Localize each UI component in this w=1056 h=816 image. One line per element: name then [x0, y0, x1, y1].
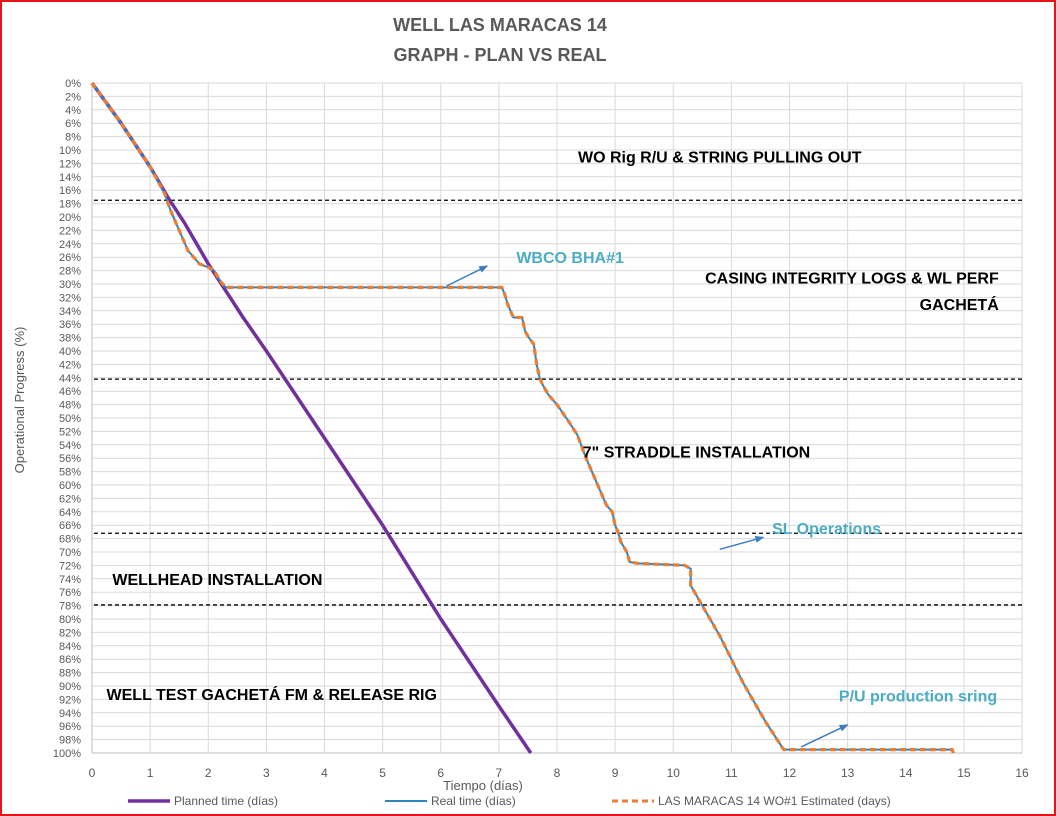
x-tick-label: 0	[89, 766, 96, 780]
y-tick-label: 16%	[59, 185, 81, 197]
x-tick-label: 12	[783, 766, 797, 780]
x-tick-label: 9	[612, 766, 619, 780]
y-tick-label: 40%	[59, 346, 81, 358]
y-tick-label: 72%	[59, 560, 81, 572]
y-tick-label: 58%	[59, 467, 81, 479]
y-tick-label: 70%	[59, 547, 81, 559]
y-tick-label: 64%	[59, 507, 81, 519]
y-tick-label: 36%	[59, 319, 81, 331]
y-tick-label: 6%	[65, 118, 81, 130]
y-tick-label: 18%	[59, 199, 81, 211]
y-tick-label: 20%	[59, 212, 81, 224]
chart-title-line-2: GRAPH - PLAN VS REAL	[393, 45, 606, 65]
y-tick-label: 98%	[59, 735, 81, 747]
y-tick-label: 100%	[53, 748, 81, 760]
y-tick-label: 26%	[59, 252, 81, 264]
y-tick-label: 46%	[59, 386, 81, 398]
callout-arrow	[800, 724, 849, 748]
x-tick-label: 13	[841, 766, 855, 780]
grid-lines	[91, 82, 1023, 754]
phase-dividers	[94, 199, 1022, 606]
y-tick-label: 84%	[59, 641, 81, 653]
x-tick-label: 16	[1015, 766, 1029, 780]
legend: Planned time (días) Real time (días) LAS M…	[128, 794, 891, 808]
y-tick-label: 96%	[59, 721, 81, 733]
phase-label: GACHETÁ	[920, 295, 1000, 314]
x-tick-label: 7	[496, 766, 503, 780]
y-tick-label: 90%	[59, 681, 81, 693]
series-line	[90, 82, 955, 754]
phase-label: WELLHEAD INSTALLATION	[112, 572, 322, 589]
x-tick-label: 14	[899, 766, 913, 780]
y-tick-label: 52%	[59, 426, 81, 438]
callout-arrow	[446, 265, 489, 287]
y-tick-label: 94%	[59, 708, 81, 720]
data-series	[90, 81, 955, 754]
y-tick-label: 30%	[59, 279, 81, 291]
y-tick-label: 86%	[59, 654, 81, 666]
y-tick-label: 4%	[65, 105, 81, 117]
y-tick-label: 66%	[59, 520, 81, 532]
x-tick-label: 6	[437, 766, 444, 780]
y-tick-label: 88%	[59, 668, 81, 680]
x-tick-label: 1	[147, 766, 154, 780]
legend-label: LAS MARACAS 14 WO#1 Estimated (days)	[658, 794, 891, 808]
axes: 0%2% 4%6% 8%10%12% 14%16% 18%20%22% 24%26% 28%…	[53, 78, 1029, 780]
x-tick-label: 10	[667, 766, 681, 780]
phase-label: CASING INTEGRITY LOGS & WL PERF	[705, 270, 999, 287]
annotations: WO Rig R/U & STRING PULLING OUT CASING IN…	[107, 150, 1000, 748]
x-tick-label: 5	[379, 766, 386, 780]
y-tick-label: 22%	[59, 225, 81, 237]
y-axis-label: Operational Progress (%)	[12, 327, 27, 474]
y-tick-label: 80%	[59, 614, 81, 626]
y-tick-label: 74%	[59, 574, 81, 586]
callout-arrow	[719, 536, 765, 551]
y-tick-label: 10%	[59, 145, 81, 157]
y-tick-label: 82%	[59, 627, 81, 639]
y-tick-label: 32%	[59, 292, 81, 304]
y-tick-label: 14%	[59, 172, 81, 184]
x-axis-label: Tiempo (días)	[443, 778, 523, 793]
y-tick-label: 50%	[59, 413, 81, 425]
callout-label: P/U production sring	[839, 688, 997, 705]
y-tick-label: 92%	[59, 694, 81, 706]
callout-label: WBCO BHA#1	[516, 250, 624, 267]
y-tick-label: 28%	[59, 266, 81, 278]
phase-label: 7" STRADDLE INSTALLATION	[583, 445, 810, 462]
phase-label: WELL TEST GACHETÁ FM & RELEASE RIG	[107, 685, 437, 704]
y-tick-label: 2%	[65, 91, 81, 103]
y-tick-label: 60%	[59, 480, 81, 492]
x-tick-label: 4	[321, 766, 328, 780]
chart-title-line-1: WELL LAS MARACAS 14	[393, 15, 607, 35]
x-tick-label: 2	[205, 766, 212, 780]
y-tick-label: 48%	[59, 400, 81, 412]
y-tick-label: 62%	[59, 493, 81, 505]
y-tick-label: 42%	[59, 359, 81, 371]
y-tick-label: 12%	[59, 158, 81, 170]
y-tick-label: 38%	[59, 333, 81, 345]
legend-label: Real time (días)	[431, 794, 516, 808]
phase-label: WO Rig R/U & STRING PULLING OUT	[578, 150, 862, 167]
y-tick-label: 8%	[65, 132, 81, 144]
legend-label: Planned time (días)	[174, 794, 278, 808]
y-tick-label: 54%	[59, 440, 81, 452]
y-tick-label: 78%	[59, 601, 81, 613]
y-tick-label: 56%	[59, 453, 81, 465]
y-tick-label: 0%	[65, 78, 81, 90]
x-tick-label: 8	[554, 766, 561, 780]
x-tick-label: 3	[263, 766, 270, 780]
y-tick-label: 24%	[59, 239, 81, 251]
y-tick-label: 68%	[59, 534, 81, 546]
callout-label: SL Operations	[772, 521, 881, 538]
y-tick-label: 44%	[59, 373, 81, 385]
y-tick-label: 76%	[59, 587, 81, 599]
y-tick-label: 34%	[59, 306, 81, 318]
x-tick-label: 15	[957, 766, 971, 780]
x-tick-label: 11	[725, 766, 738, 780]
